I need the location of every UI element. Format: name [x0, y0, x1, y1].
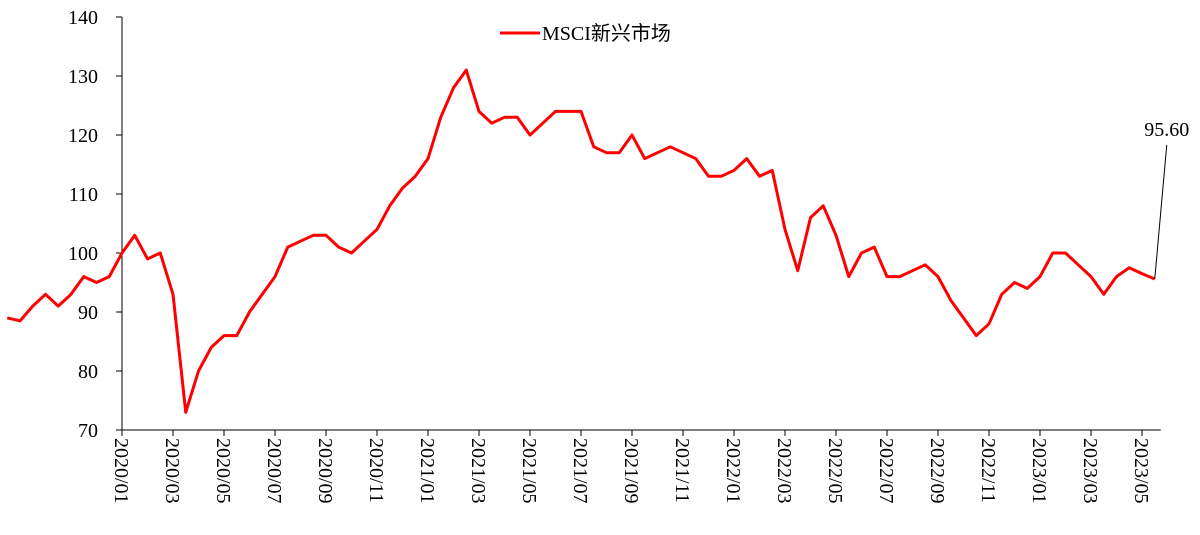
x-tick-label: 2020/11 [365, 438, 387, 503]
x-tick-label: 2022/11 [977, 438, 999, 503]
label-leader [1154, 144, 1168, 280]
legend-label: MSCI新兴市场 [542, 22, 671, 45]
x-tick-label: 2023/01 [1028, 438, 1050, 504]
y-tick-label: 120 [68, 125, 98, 147]
x-tick-label: 2023/05 [1130, 438, 1152, 504]
x-tick-label: 2020/09 [314, 438, 336, 504]
x-tick-label: 2020/01 [110, 438, 132, 504]
x-tick-label: 2022/01 [722, 438, 744, 504]
x-tick-label: 2022/05 [824, 438, 846, 504]
x-tick-label: 2021/11 [671, 438, 693, 503]
y-tick-label: 90 [78, 302, 98, 324]
x-tick-label: 2020/05 [212, 438, 234, 504]
y-tick-label: 140 [68, 7, 98, 29]
x-tick-label: 2020/07 [263, 438, 285, 504]
x-tick-label: 2021/01 [416, 438, 438, 504]
value-label: 95.60 [1144, 119, 1189, 141]
x-tick-label: 2021/03 [467, 438, 489, 504]
x-tick-label: 2022/07 [875, 438, 897, 504]
x-tick-label: 2021/09 [620, 438, 642, 504]
y-tick-label: 130 [68, 66, 98, 88]
y-tick-label: 70 [78, 420, 98, 442]
y-tick-label: 80 [78, 361, 98, 383]
x-tick-label: 2022/03 [773, 438, 795, 504]
x-tick-label: 2021/05 [518, 438, 540, 504]
y-tick-label: 100 [68, 243, 98, 265]
x-tick-label: 2021/07 [569, 438, 591, 504]
x-tick-label: 2020/03 [161, 438, 183, 504]
x-tick-label: 2023/03 [1079, 438, 1101, 504]
y-tick-label: 110 [69, 184, 98, 206]
line [6, 68, 1156, 414]
x-tick-label: 2022/09 [926, 438, 948, 504]
